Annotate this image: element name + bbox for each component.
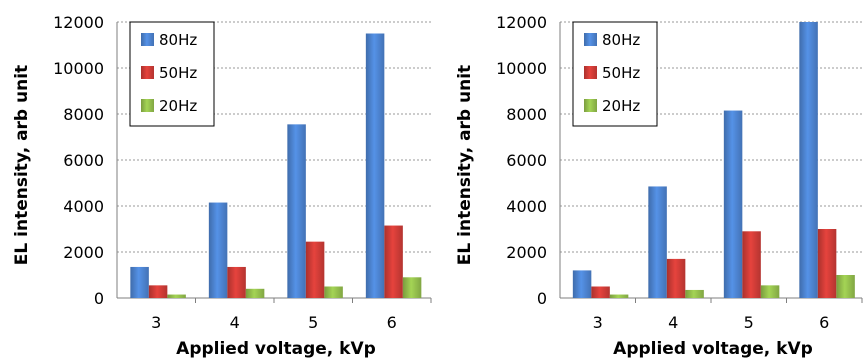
bar-50Hz-4 <box>666 258 686 298</box>
bar-50Hz-6 <box>384 225 403 298</box>
x-tick-label: 6 <box>387 313 397 332</box>
bar-50Hz-4 <box>227 266 246 298</box>
y-tick-label: 12000 <box>496 13 547 32</box>
y-tick-label: 8000 <box>506 105 547 124</box>
bar-20Hz-6 <box>836 275 855 298</box>
y-tick-label: 0 <box>94 289 104 308</box>
legend-label: 20Hz <box>159 97 197 115</box>
bar-50Hz-5 <box>742 231 761 298</box>
legend-swatch <box>141 66 154 79</box>
y-tick-label: 0 <box>537 289 547 308</box>
legend-label: 80Hz <box>159 31 197 49</box>
bar-20Hz-4 <box>245 288 265 298</box>
legend-swatch <box>584 33 597 46</box>
bar-80Hz-3 <box>130 266 149 298</box>
bar-80Hz-6 <box>365 33 385 298</box>
x-tick-label: 5 <box>308 313 318 332</box>
y-tick-label: 6000 <box>506 151 547 170</box>
bar-80Hz-4 <box>648 186 667 298</box>
legend-label: 20Hz <box>602 97 640 115</box>
bar-50Hz-3 <box>148 285 168 298</box>
x-axis-title: Applied voltage, kVp <box>613 339 813 359</box>
legend-label: 50Hz <box>159 64 197 82</box>
bar-50Hz-6 <box>817 229 837 298</box>
y-axis-title: EL intensity, arb unit <box>455 65 475 265</box>
legend: 80Hz 50Hz 20Hz <box>572 21 658 127</box>
legend-swatch <box>141 99 154 112</box>
bar-80Hz-6 <box>799 22 818 298</box>
y-tick-label: 10000 <box>53 59 104 78</box>
x-tick-label: 3 <box>151 313 161 332</box>
legend-swatch <box>584 66 597 79</box>
chart-panel-left: 0 2000 4000 6000 8000 10000 12000 3 4 5 6 Applied v… <box>12 13 432 359</box>
x-tick-label: 4 <box>668 313 678 332</box>
x-tick-label: 5 <box>744 313 754 332</box>
bar-20Hz-5 <box>324 286 343 298</box>
legend: 80Hz 50Hz 20Hz <box>129 21 215 127</box>
legend-label: 80Hz <box>602 31 640 49</box>
y-axis-title: EL intensity, arb unit <box>12 65 32 265</box>
y-tick-label: 10000 <box>496 59 547 78</box>
legend-swatch <box>584 99 597 112</box>
bar-50Hz-5 <box>305 241 325 298</box>
x-axis-title: Applied voltage, kVp <box>176 339 376 359</box>
x-tick-label: 3 <box>593 313 603 332</box>
bar-20Hz-5 <box>760 285 780 298</box>
bar-20Hz-3 <box>167 294 186 298</box>
bar-50Hz-3 <box>591 286 610 298</box>
y-tick-label: 4000 <box>63 197 104 216</box>
x-tick-label: 4 <box>230 313 240 332</box>
chart-panel-right: 0 2000 4000 6000 8000 10000 12000 3 4 5 6 Applied v… <box>455 13 863 359</box>
bar-20Hz-3 <box>609 294 629 298</box>
y-tick-label: 2000 <box>63 243 104 262</box>
legend-swatch <box>141 33 154 46</box>
bar-80Hz-3 <box>572 270 592 298</box>
y-tick-label: 12000 <box>53 13 104 32</box>
bar-80Hz-5 <box>723 110 743 298</box>
y-tick-label: 6000 <box>63 151 104 170</box>
x-tick-label: 6 <box>819 313 829 332</box>
y-tick-label: 8000 <box>63 105 104 124</box>
bar-80Hz-4 <box>208 202 228 298</box>
y-tick-label: 2000 <box>506 243 547 262</box>
y-tick-label: 4000 <box>506 197 547 216</box>
bar-20Hz-4 <box>685 289 704 298</box>
bar-20Hz-6 <box>402 277 422 298</box>
bar-80Hz-5 <box>287 124 306 298</box>
legend-label: 50Hz <box>602 64 640 82</box>
